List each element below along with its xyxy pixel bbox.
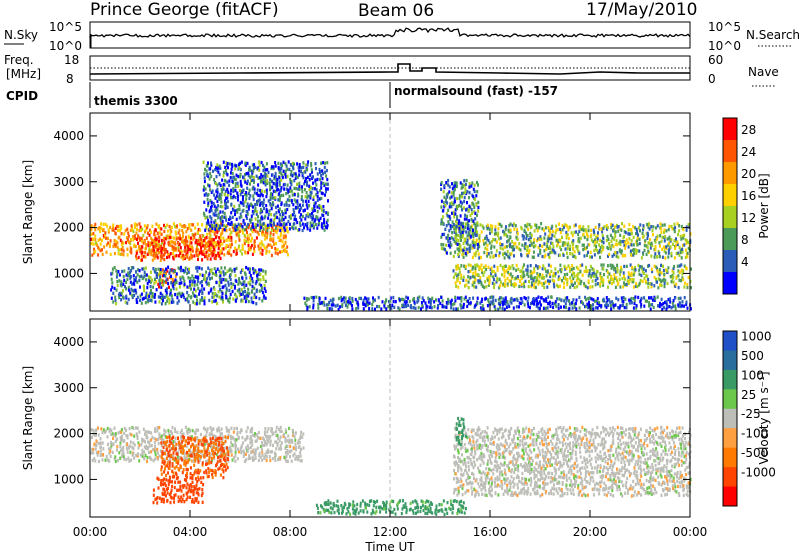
power-colorbar-swatch — [723, 250, 737, 273]
power-colorbar-swatch — [723, 140, 737, 163]
velocity-colorbar-swatch — [723, 389, 737, 410]
nave-label: Nave — [748, 65, 779, 79]
velocity-colorbar-swatch — [723, 331, 737, 351]
x-tick-label: 08:00 — [273, 525, 308, 539]
freq-unit-label: [MHz] — [6, 67, 41, 81]
cpid-segment-2: normalsound (fast) -157 — [394, 84, 558, 98]
velocity-colorbar-tick: 100 — [741, 368, 764, 382]
power-colorbar-swatch — [723, 206, 737, 229]
y-tick-label: 2000 — [53, 427, 84, 441]
y-tick-label: 1000 — [53, 266, 84, 280]
velocity-colorbar-tick: -25 — [741, 407, 761, 421]
power-colorbar-tick: 28 — [741, 123, 756, 137]
power-colorbar-tick: 20 — [741, 167, 756, 181]
freq-label: Freq. — [4, 53, 34, 67]
y-tick-label: 1000 — [53, 472, 84, 486]
power-colorbar-tick: 16 — [741, 189, 756, 203]
power-colorbar-swatch — [723, 184, 737, 207]
date-label: 17/May/2010 — [586, 0, 698, 20]
velocity-colorbar-swatch — [723, 369, 737, 390]
power-echo-data — [90, 160, 692, 311]
velocity-colorbar-swatch — [723, 467, 737, 488]
power-colorbar-swatch — [723, 228, 737, 251]
velocity-ylabel: Slant Range [km] — [21, 366, 35, 470]
cpid-label: CPID — [6, 89, 38, 103]
freq-tick-top: 18 — [64, 53, 79, 67]
velocity-colorbar-swatch — [723, 428, 737, 449]
velocity-echo-data — [90, 416, 692, 516]
cpid-panel: CPID themis 3300 normalsound (fast) -157 — [6, 82, 558, 108]
velocity-colorbar-tick: 1000 — [741, 329, 772, 343]
velocity-colorbar-swatch — [723, 486, 737, 507]
nsky-label: N.Sky — [4, 28, 38, 42]
power-colorbar-tick: 8 — [741, 233, 749, 247]
velocity-colorbar-tick: 25 — [741, 388, 756, 402]
x-axis-title: Time UT — [364, 540, 415, 554]
nsearch-label: N.Search — [746, 28, 800, 42]
cpid-segment-1: themis 3300 — [94, 94, 178, 108]
velocity-colorbar-swatch — [723, 350, 737, 371]
velocity-colorbar-tick: -1000 — [741, 466, 776, 480]
power-colorbar: 28 24 20 16 12 8 4 Power [dB] — [722, 117, 771, 295]
x-tick-label: 00:00 — [673, 525, 708, 539]
power-colorbar-swatch — [723, 118, 737, 141]
power-colorbar-tick: 12 — [741, 211, 756, 225]
y-tick-label: 2000 — [53, 221, 84, 235]
velocity-colorbar-swatch — [723, 408, 737, 429]
power-panel: 4000 3000 2000 1000 Slant Range [km] — [21, 112, 692, 312]
nsearch-tick-bottom: 10^0 — [708, 39, 741, 53]
x-tick-label: 00:00 — [73, 525, 108, 539]
power-colorbar-tick: 4 — [741, 255, 749, 269]
velocity-colorbar-tick: -500 — [741, 446, 768, 460]
nsearch-tick-top: 10^5 — [708, 20, 741, 34]
velocity-colorbar-title: Velocity [m s⁻¹] — [757, 371, 771, 464]
freq-tick-bottom: 8 — [66, 72, 74, 86]
power-colorbar-swatch — [723, 162, 737, 185]
y-tick-label: 4000 — [53, 335, 84, 349]
nave-tick-bottom: 0 — [708, 72, 716, 86]
power-colorbar-tick: 24 — [741, 145, 756, 159]
x-tick-label: 16:00 — [473, 525, 508, 539]
nsky-panel: N.Sky 10^5 10^0 10^5 10^0 N.Search — [4, 20, 800, 53]
power-colorbar-swatch — [723, 272, 737, 295]
station-title: Prince George (fitACF) — [90, 0, 279, 20]
nave-tick-top: 60 — [708, 53, 723, 67]
velocity-colorbar-swatch — [723, 447, 737, 468]
nsky-tick-bottom: 10^0 — [49, 39, 82, 53]
y-tick-label: 3000 — [53, 175, 84, 189]
freq-panel: Freq. [MHz] 18 8 60 0 Nave — [4, 53, 779, 87]
x-tick-label: 20:00 — [573, 525, 608, 539]
velocity-colorbar: 1000 500 100 25 -25 -100 -500 -1000 Velocity [m… — [722, 329, 776, 507]
x-tick-label: 12:00 — [373, 525, 408, 539]
beam-label: Beam 06 — [358, 1, 434, 21]
velocity-colorbar-tick: 500 — [741, 349, 764, 363]
y-tick-label: 4000 — [53, 129, 84, 143]
nsky-trace — [89, 27, 691, 48]
power-ylabel: Slant Range [km] — [21, 160, 35, 264]
freq-trace — [89, 63, 690, 75]
x-tick-label: 04:00 — [173, 525, 208, 539]
nsky-tick-top: 10^5 — [49, 20, 82, 34]
y-tick-label: 3000 — [53, 381, 84, 395]
velocity-colorbar-tick: -100 — [741, 427, 768, 441]
power-colorbar-title: Power [dB] — [757, 173, 771, 238]
velocity-panel: 4000 3000 2000 1000 Slant Range [km] 00:00 0… — [21, 318, 708, 539]
